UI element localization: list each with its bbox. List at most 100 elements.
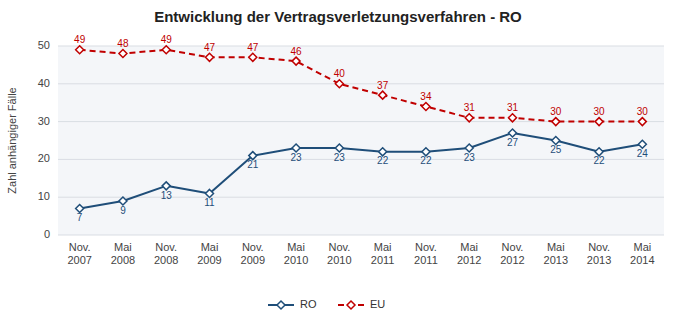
series-marker [76,46,84,54]
x-tick-label-line: Mai [201,241,219,253]
data-label: 47 [247,42,259,53]
x-tick-label: Nov.2013 [587,241,611,266]
x-tick-label-line: 2013 [587,254,611,266]
data-label: 13 [161,190,173,201]
data-label: 23 [334,152,346,163]
y-tick-label: 40 [38,77,50,89]
x-tick-label: Nov.2011 [414,241,438,266]
data-label: 34 [420,91,432,102]
data-label: 22 [594,155,606,166]
data-label: 22 [420,155,432,166]
x-tick-label-line: Nov. [502,241,524,253]
x-tick-label-line: Nov. [328,241,350,253]
x-tick-label: Nov.2012 [500,241,524,266]
data-label: 47 [204,42,216,53]
x-tick-label: Mai2009 [197,241,221,266]
series-marker [509,114,517,122]
x-tick-label-line: Nov. [415,241,437,253]
x-tick-label-line: Mai [287,241,305,253]
series-line [80,133,643,209]
x-tick-label-line: 2014 [630,254,654,266]
data-label: 24 [637,148,649,159]
data-label: 27 [507,137,519,148]
x-tick-label: Nov.2007 [67,241,91,266]
series-marker [206,53,214,61]
series-marker [379,91,387,99]
x-tick-label-line: 2011 [371,254,395,266]
x-tick-label-line: 2009 [241,254,265,266]
x-tick-label-line: 2013 [544,254,568,266]
plot-marks [76,46,647,213]
data-label: 21 [247,159,259,170]
data-label: 49 [74,34,86,45]
data-label: 31 [464,102,476,113]
data-label: 46 [291,46,303,57]
series-marker [249,53,257,61]
data-label: 22 [377,155,389,166]
x-tick-label-line: 2009 [197,254,221,266]
x-tick-label-line: 2012 [500,254,524,266]
grid-line [58,83,664,84]
x-tick-label: Mai2014 [630,241,654,266]
y-tick-label: 0 [44,228,50,240]
data-label: 25 [550,144,562,155]
x-tick-label-line: Nov. [155,241,177,253]
chart-container: 01020304050Nov.2007Mai2008Nov.2008Mai200… [0,0,676,327]
x-tick-label: Mai2008 [111,241,135,266]
x-tick-label-line: Nov. [242,241,264,253]
legend-label: RO [300,298,317,310]
series-marker [162,46,170,54]
x-tick-label-line: Nov. [588,241,610,253]
x-tick-label-line: 2010 [327,254,351,266]
legend-label: EU [370,298,385,310]
grid-line [58,235,664,236]
grid-line [58,159,664,160]
x-tick-label-line: 2008 [154,254,178,266]
x-tick-label: Mai2013 [544,241,568,266]
x-tick-label-line: 2012 [457,254,481,266]
series-marker [465,114,473,122]
chart-svg: 01020304050Nov.2007Mai2008Nov.2008Mai200… [0,0,676,327]
series-marker [422,102,430,110]
series-line [80,50,643,122]
x-tick-label: Nov.2008 [154,241,178,266]
x-tick-label-line: Nov. [69,241,91,253]
x-tick-label: Mai2011 [371,241,395,266]
data-label: 49 [161,34,173,45]
data-label: 7 [77,212,83,223]
plot-area [58,46,664,235]
x-tick-label-line: Mai [633,241,651,253]
grid-line [58,197,664,198]
x-tick-label-line: 2008 [111,254,135,266]
x-tick-label-line: 2011 [414,254,438,266]
series-marker [292,57,300,65]
series-marker [638,118,646,126]
series-marker [595,118,603,126]
x-tick-label: Nov.2010 [327,241,351,266]
x-tick-label: Mai2012 [457,241,481,266]
data-label: 23 [464,152,476,163]
data-label: 48 [117,38,129,49]
data-label: 40 [334,68,346,79]
series-marker [335,80,343,88]
data-label: 30 [637,106,649,117]
legend: RO EU [268,298,385,310]
x-tick-label-line: 2010 [284,254,308,266]
legend-marker [277,301,285,309]
data-label: 11 [204,197,215,208]
y-tick-label: 10 [38,190,50,202]
data-label: 30 [594,106,606,117]
x-tick-label: Nov.2009 [241,241,265,266]
x-tick-label-line: Mai [374,241,392,253]
y-tick-label: 30 [38,115,50,127]
x-tick-label-line: Mai [460,241,478,253]
legend-marker [347,301,355,309]
y-tick-label: 20 [38,152,50,164]
data-label: 31 [507,102,519,113]
y-axis-label: Zahl anhängiger Fälle [6,87,18,193]
data-label: 30 [550,106,562,117]
series-marker [552,118,560,126]
data-label: 23 [291,152,303,163]
x-tick-label-line: Mai [114,241,132,253]
chart-title: Entwicklung der Vertragsverletzungsverfa… [154,8,522,25]
